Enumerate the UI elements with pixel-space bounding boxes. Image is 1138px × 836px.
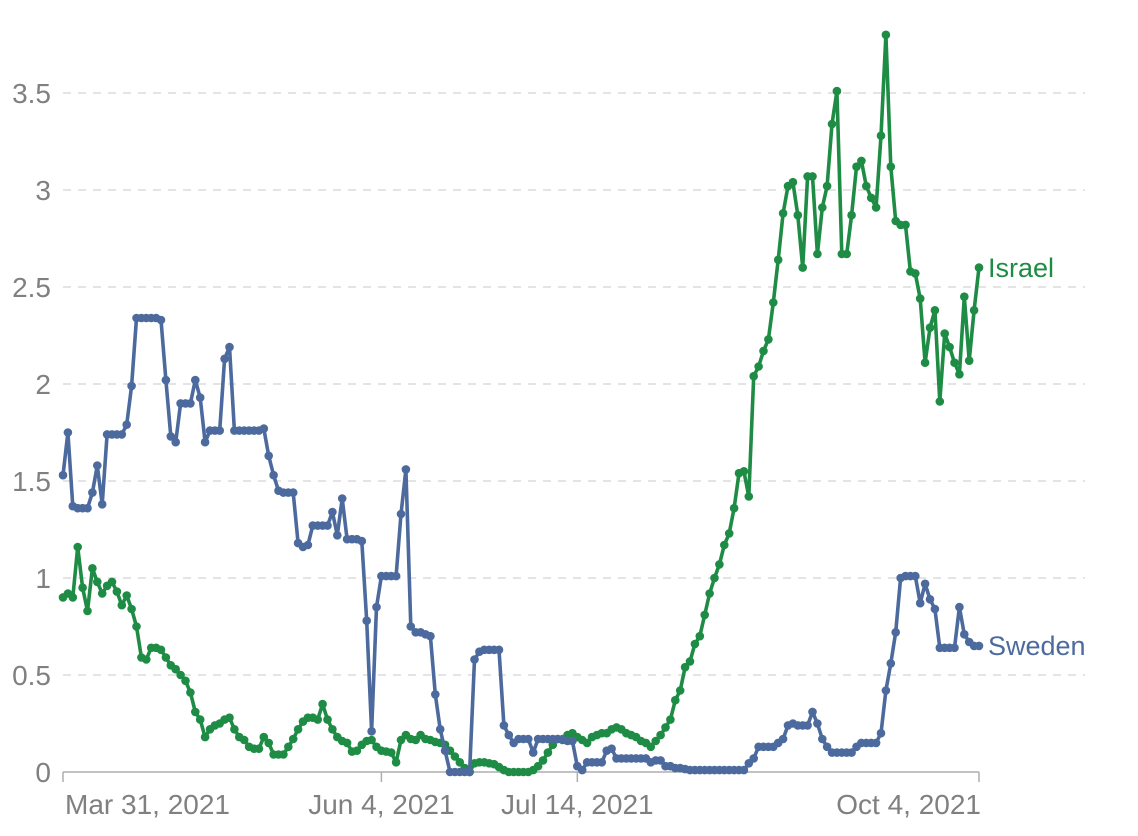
x-axis-label: Jun 4, 2021: [308, 789, 454, 820]
y-gridlines: [63, 92, 1085, 676]
x-axis-label: Mar 31, 2021: [65, 789, 230, 820]
sweden-points: [58, 313, 984, 777]
y-axis-label: 3.5: [12, 78, 51, 109]
x-axis: Mar 31, 2021 Jun 4, 2021 Jul 14, 2021 Oct 4…: [62, 771, 981, 820]
y-axis-label: 1: [35, 563, 51, 594]
israel-series: [58, 30, 984, 777]
israel-points: [58, 30, 984, 777]
x-axis-label: Oct 4, 2021: [836, 789, 981, 820]
sweden-series: [58, 313, 984, 777]
sweden-line: [61, 316, 981, 774]
y-axis-label: 1.5: [12, 466, 51, 497]
sweden-series-label[interactable]: Sweden: [988, 630, 1086, 661]
y-axis-label: 2: [35, 369, 51, 400]
y-axis-label: 2.5: [12, 272, 51, 303]
y-axis-label: 0: [35, 757, 51, 788]
y-axis-label: 0.5: [12, 660, 51, 691]
y-axis-labels: 0 0.5 1 1.5 2 2.5 3 3.5: [12, 78, 51, 788]
israel-series-label[interactable]: Israel: [988, 252, 1055, 283]
y-axis-label: 3: [35, 175, 51, 206]
x-axis-label: Jul 14, 2021: [501, 789, 654, 820]
